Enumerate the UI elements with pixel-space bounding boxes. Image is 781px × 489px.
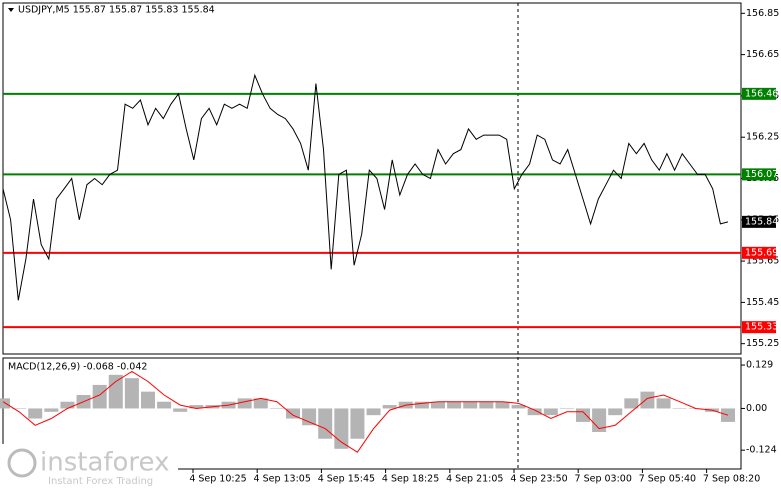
level-label-bg — [742, 168, 776, 181]
x-tick-label: 7 Sep 03:00 — [575, 474, 632, 485]
last-price-bg — [742, 215, 776, 228]
y-tick-label: 155.45 — [746, 297, 779, 308]
y-tick-label: 156.65 — [746, 49, 779, 60]
y-tick-label: -0.124 — [746, 445, 777, 456]
x-tick-label: 4 Sep 18:25 — [382, 474, 439, 485]
macd-bar — [350, 408, 365, 439]
x-tick-label: 4 Sep 21:05 — [446, 474, 503, 485]
x-tick-label: 7 Sep 05:40 — [639, 474, 696, 485]
y-tick-label: 155.65 — [746, 256, 779, 267]
y-tick-label: 0.129 — [746, 360, 773, 371]
macd-bar — [28, 408, 43, 419]
macd-title: MACD(12,26,9) -0.068 -0.042 — [8, 362, 147, 373]
macd-bar — [60, 401, 75, 409]
x-tick-label: 4 Sep 15:45 — [318, 474, 375, 485]
logo-icon — [7, 448, 37, 478]
macd-bar — [511, 405, 526, 409]
signal-line — [2, 370, 729, 453]
macd-bar — [431, 401, 445, 409]
y-tick-label: 0.00 — [746, 403, 767, 414]
macd-bar — [527, 408, 542, 416]
macd-bar — [44, 408, 59, 412]
macd-bar — [12, 408, 27, 409]
macd-bar — [157, 401, 172, 409]
macd-bar — [124, 378, 139, 409]
y-tick-label: 155.25 — [746, 338, 779, 349]
macd-bar — [173, 408, 188, 412]
macd-bar — [624, 398, 639, 409]
level-label-bg — [742, 321, 776, 334]
macd-bar — [253, 398, 268, 409]
macd-bar — [656, 398, 671, 409]
menu-arrow — [8, 8, 14, 12]
logo-name: instaforex — [40, 448, 169, 478]
level-label: 156.46 — [745, 88, 778, 99]
x-tick-label: 4 Sep 10:25 — [189, 474, 246, 485]
macd-bar — [672, 408, 687, 409]
logo-tagline: Instant Forex Trading — [48, 476, 153, 487]
y-tick-label: 156.25 — [746, 132, 779, 143]
x-tick-label: 4 Sep 23:50 — [510, 474, 567, 485]
macd-bar — [447, 401, 462, 409]
macd-bar — [302, 408, 317, 426]
level-label-bg — [742, 87, 776, 100]
macd-bar — [269, 408, 284, 409]
macd-bar — [592, 408, 607, 432]
macd-bar — [366, 408, 381, 416]
x-tick-label: 4 Sep 13:05 — [254, 474, 311, 485]
macd-bar — [543, 408, 558, 416]
chart-title: USDJPY,M5 155.87 155.87 155.83 155.84 — [18, 5, 215, 16]
macd-bar — [414, 401, 429, 409]
price-line — [2, 73, 729, 301]
macd-bar — [141, 391, 155, 409]
macd-bar — [608, 408, 623, 416]
level-label-bg — [742, 246, 776, 259]
logo: instaforex Instant Forex Trading — [0, 444, 178, 489]
macd-bar — [318, 408, 333, 439]
last-price-label: 155.84 — [745, 216, 778, 227]
level-label: 155.69 — [745, 247, 778, 258]
macd-panel — [2, 357, 742, 470]
macd-bar — [237, 398, 252, 409]
macd-bar — [286, 408, 300, 419]
macd-bar — [463, 401, 478, 409]
macd-bar — [495, 401, 510, 409]
macd-bar — [189, 405, 204, 409]
macd-bar — [559, 408, 574, 409]
level-label: 156.07 — [745, 169, 778, 180]
macd-bar — [108, 374, 123, 409]
macd-bar — [382, 405, 397, 409]
macd-bar — [640, 391, 655, 409]
macd-bar — [576, 408, 590, 422]
price-panel — [2, 2, 742, 355]
macd-bar — [92, 384, 107, 409]
y-tick-label: 156.85 — [746, 8, 779, 19]
x-tick-label: 7 Sep 08:20 — [703, 474, 760, 485]
level-label: 155.33 — [745, 322, 778, 333]
macd-bar — [334, 408, 349, 449]
macd-bar — [479, 401, 494, 409]
